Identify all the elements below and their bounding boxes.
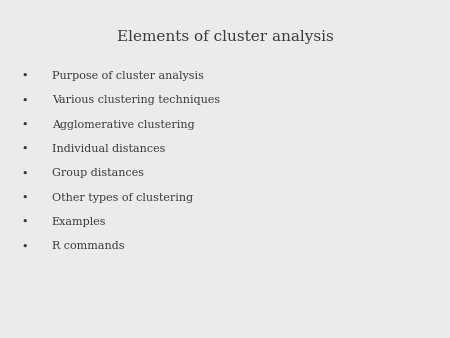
Text: •: •	[22, 71, 28, 81]
Text: Other types of clustering: Other types of clustering	[52, 193, 193, 203]
Text: Agglomerative clustering: Agglomerative clustering	[52, 120, 194, 130]
Text: •: •	[22, 144, 28, 154]
Text: •: •	[22, 95, 28, 105]
Text: Various clustering techniques: Various clustering techniques	[52, 95, 220, 105]
Text: Group distances: Group distances	[52, 168, 144, 178]
Text: Elements of cluster analysis: Elements of cluster analysis	[117, 30, 333, 44]
Text: •: •	[22, 120, 28, 130]
Text: Examples: Examples	[52, 217, 106, 227]
Text: •: •	[22, 241, 28, 251]
Text: •: •	[22, 193, 28, 203]
Text: •: •	[22, 217, 28, 227]
Text: Individual distances: Individual distances	[52, 144, 165, 154]
Text: •: •	[22, 168, 28, 178]
Text: Purpose of cluster analysis: Purpose of cluster analysis	[52, 71, 203, 81]
Text: R commands: R commands	[52, 241, 124, 251]
